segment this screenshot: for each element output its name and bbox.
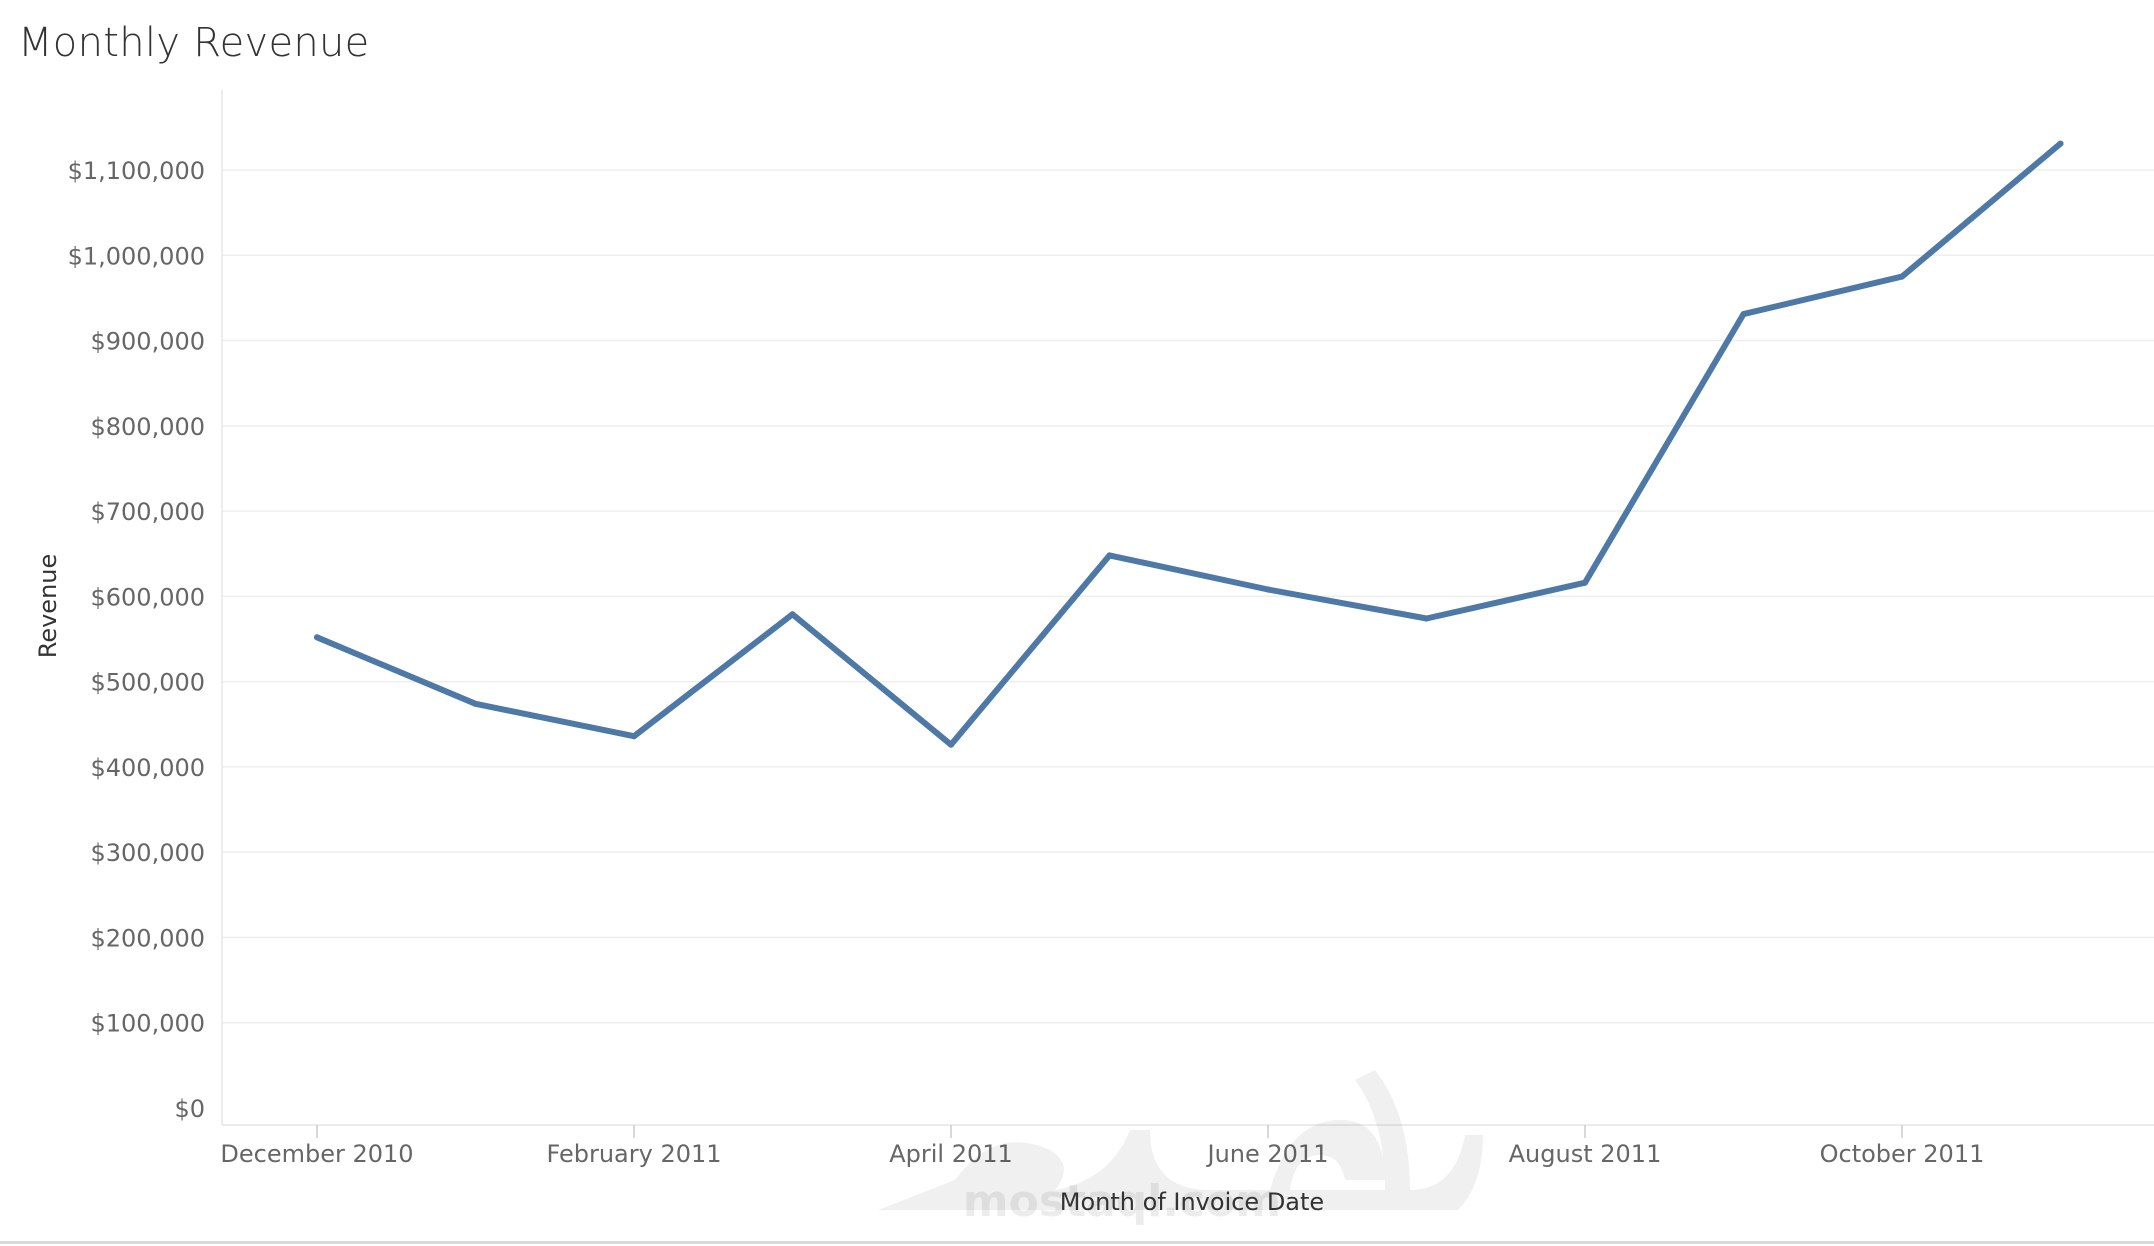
y-tick-label: $700,000 (90, 498, 205, 526)
x-tick-label: June 2011 (1206, 1140, 1329, 1168)
y-tick-label: $500,000 (90, 669, 205, 697)
series-layer (314, 140, 2064, 748)
y-tick-label: $800,000 (90, 413, 205, 441)
data-point (1423, 615, 1430, 622)
data-point (948, 741, 954, 748)
x-tick-label: October 2011 (1820, 1140, 1985, 1168)
data-point (789, 611, 796, 618)
x-tick-label: February 2011 (546, 1140, 721, 1168)
y-tick-label: $1,000,000 (68, 242, 205, 270)
data-point (1106, 552, 1113, 559)
axes (221, 90, 2154, 1126)
x-tick-label: December 2010 (220, 1140, 413, 1168)
bottom-border (0, 1241, 2154, 1244)
watermark-text: mostaql.com (963, 1176, 1281, 1227)
x-axis-ticks: December 2010 February 2011 April 2011 June… (220, 1125, 1984, 1168)
chart-title: Monthly Revenue (18, 20, 370, 66)
data-point (1740, 311, 1747, 318)
y-tick-label: $1,100,000 (68, 157, 205, 185)
y-tick-label: $900,000 (90, 328, 205, 356)
watermark: mostaql.com (878, 1070, 1483, 1227)
y-tick-label: $400,000 (90, 754, 205, 782)
watermark-logo-glyph (878, 1070, 1483, 1210)
data-point (1582, 579, 1588, 586)
data-point (631, 733, 637, 740)
series-line (314, 140, 2064, 748)
data-point (1899, 273, 1905, 280)
y-axis-title: Revenue (34, 554, 62, 659)
data-point (314, 634, 320, 641)
data-point (2057, 140, 2064, 147)
y-tick-label: $0 (174, 1095, 205, 1123)
data-point (1265, 586, 1271, 593)
y-tick-label: $600,000 (90, 583, 205, 611)
gridlines (222, 169, 2154, 1024)
x-tick-label: April 2011 (889, 1140, 1013, 1168)
y-tick-label: $100,000 (90, 1010, 205, 1038)
y-axis-ticks: $0 $100,000 $200,000 $300,000 $400,000 $500,0… (68, 157, 205, 1123)
x-axis-title: Month of Invoice Date (1060, 1188, 1324, 1216)
y-tick-label: $200,000 (90, 924, 205, 952)
data-point (472, 700, 479, 707)
y-tick-label: $300,000 (90, 839, 205, 867)
x-tick-label: August 2011 (1509, 1140, 1662, 1168)
